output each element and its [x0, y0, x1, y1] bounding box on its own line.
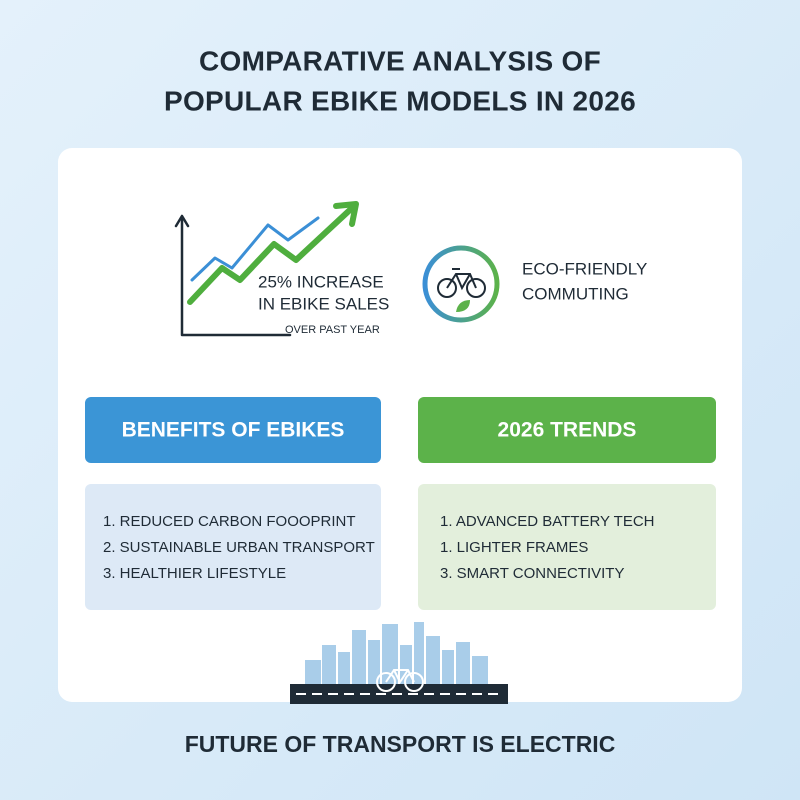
title-line: COMPARATIVE ANALYSIS OF — [199, 45, 601, 76]
panel-body — [418, 484, 716, 610]
footer: FUTURE OF TRANSPORT IS ELECTRIC — [185, 731, 616, 757]
stat-note: OVER PAST YEAR — [285, 324, 380, 336]
panel-title: 2026 TRENDS — [498, 419, 637, 442]
panel-item: 3. SMART CONNECTIVITY — [440, 565, 624, 582]
panel-item: 1. LIGHTER FRAMES — [440, 539, 588, 556]
growth-icon — [174, 201, 359, 337]
eco-text: COMMUTING — [522, 284, 629, 303]
eco-text: ECO-FRIENDLY — [522, 259, 647, 278]
panel-item: 2. SUSTAINABLE URBAN TRANSPORT — [103, 539, 375, 556]
eco-icon — [422, 245, 500, 323]
bike-icon — [376, 669, 424, 692]
stat-text: IN EBIKE SALES — [258, 294, 389, 313]
panel-item: 3. HEALTHIER LIFESTYLE — [103, 565, 286, 582]
stat-text: 25% INCREASE — [258, 272, 384, 291]
panel-item: 1. ADVANCED BATTERY TECH — [440, 513, 655, 530]
panel-header — [85, 397, 381, 463]
skyline — [305, 622, 488, 685]
panel-body — [85, 484, 381, 610]
panel-title: BENEFITS OF EBIKES — [122, 419, 345, 442]
panel-header — [418, 397, 716, 463]
title-line: POPULAR EBIKE MODELS IN 2026 — [164, 85, 636, 116]
panel-item: 1. REDUCED CARBON FOOOPRINT — [103, 513, 356, 530]
